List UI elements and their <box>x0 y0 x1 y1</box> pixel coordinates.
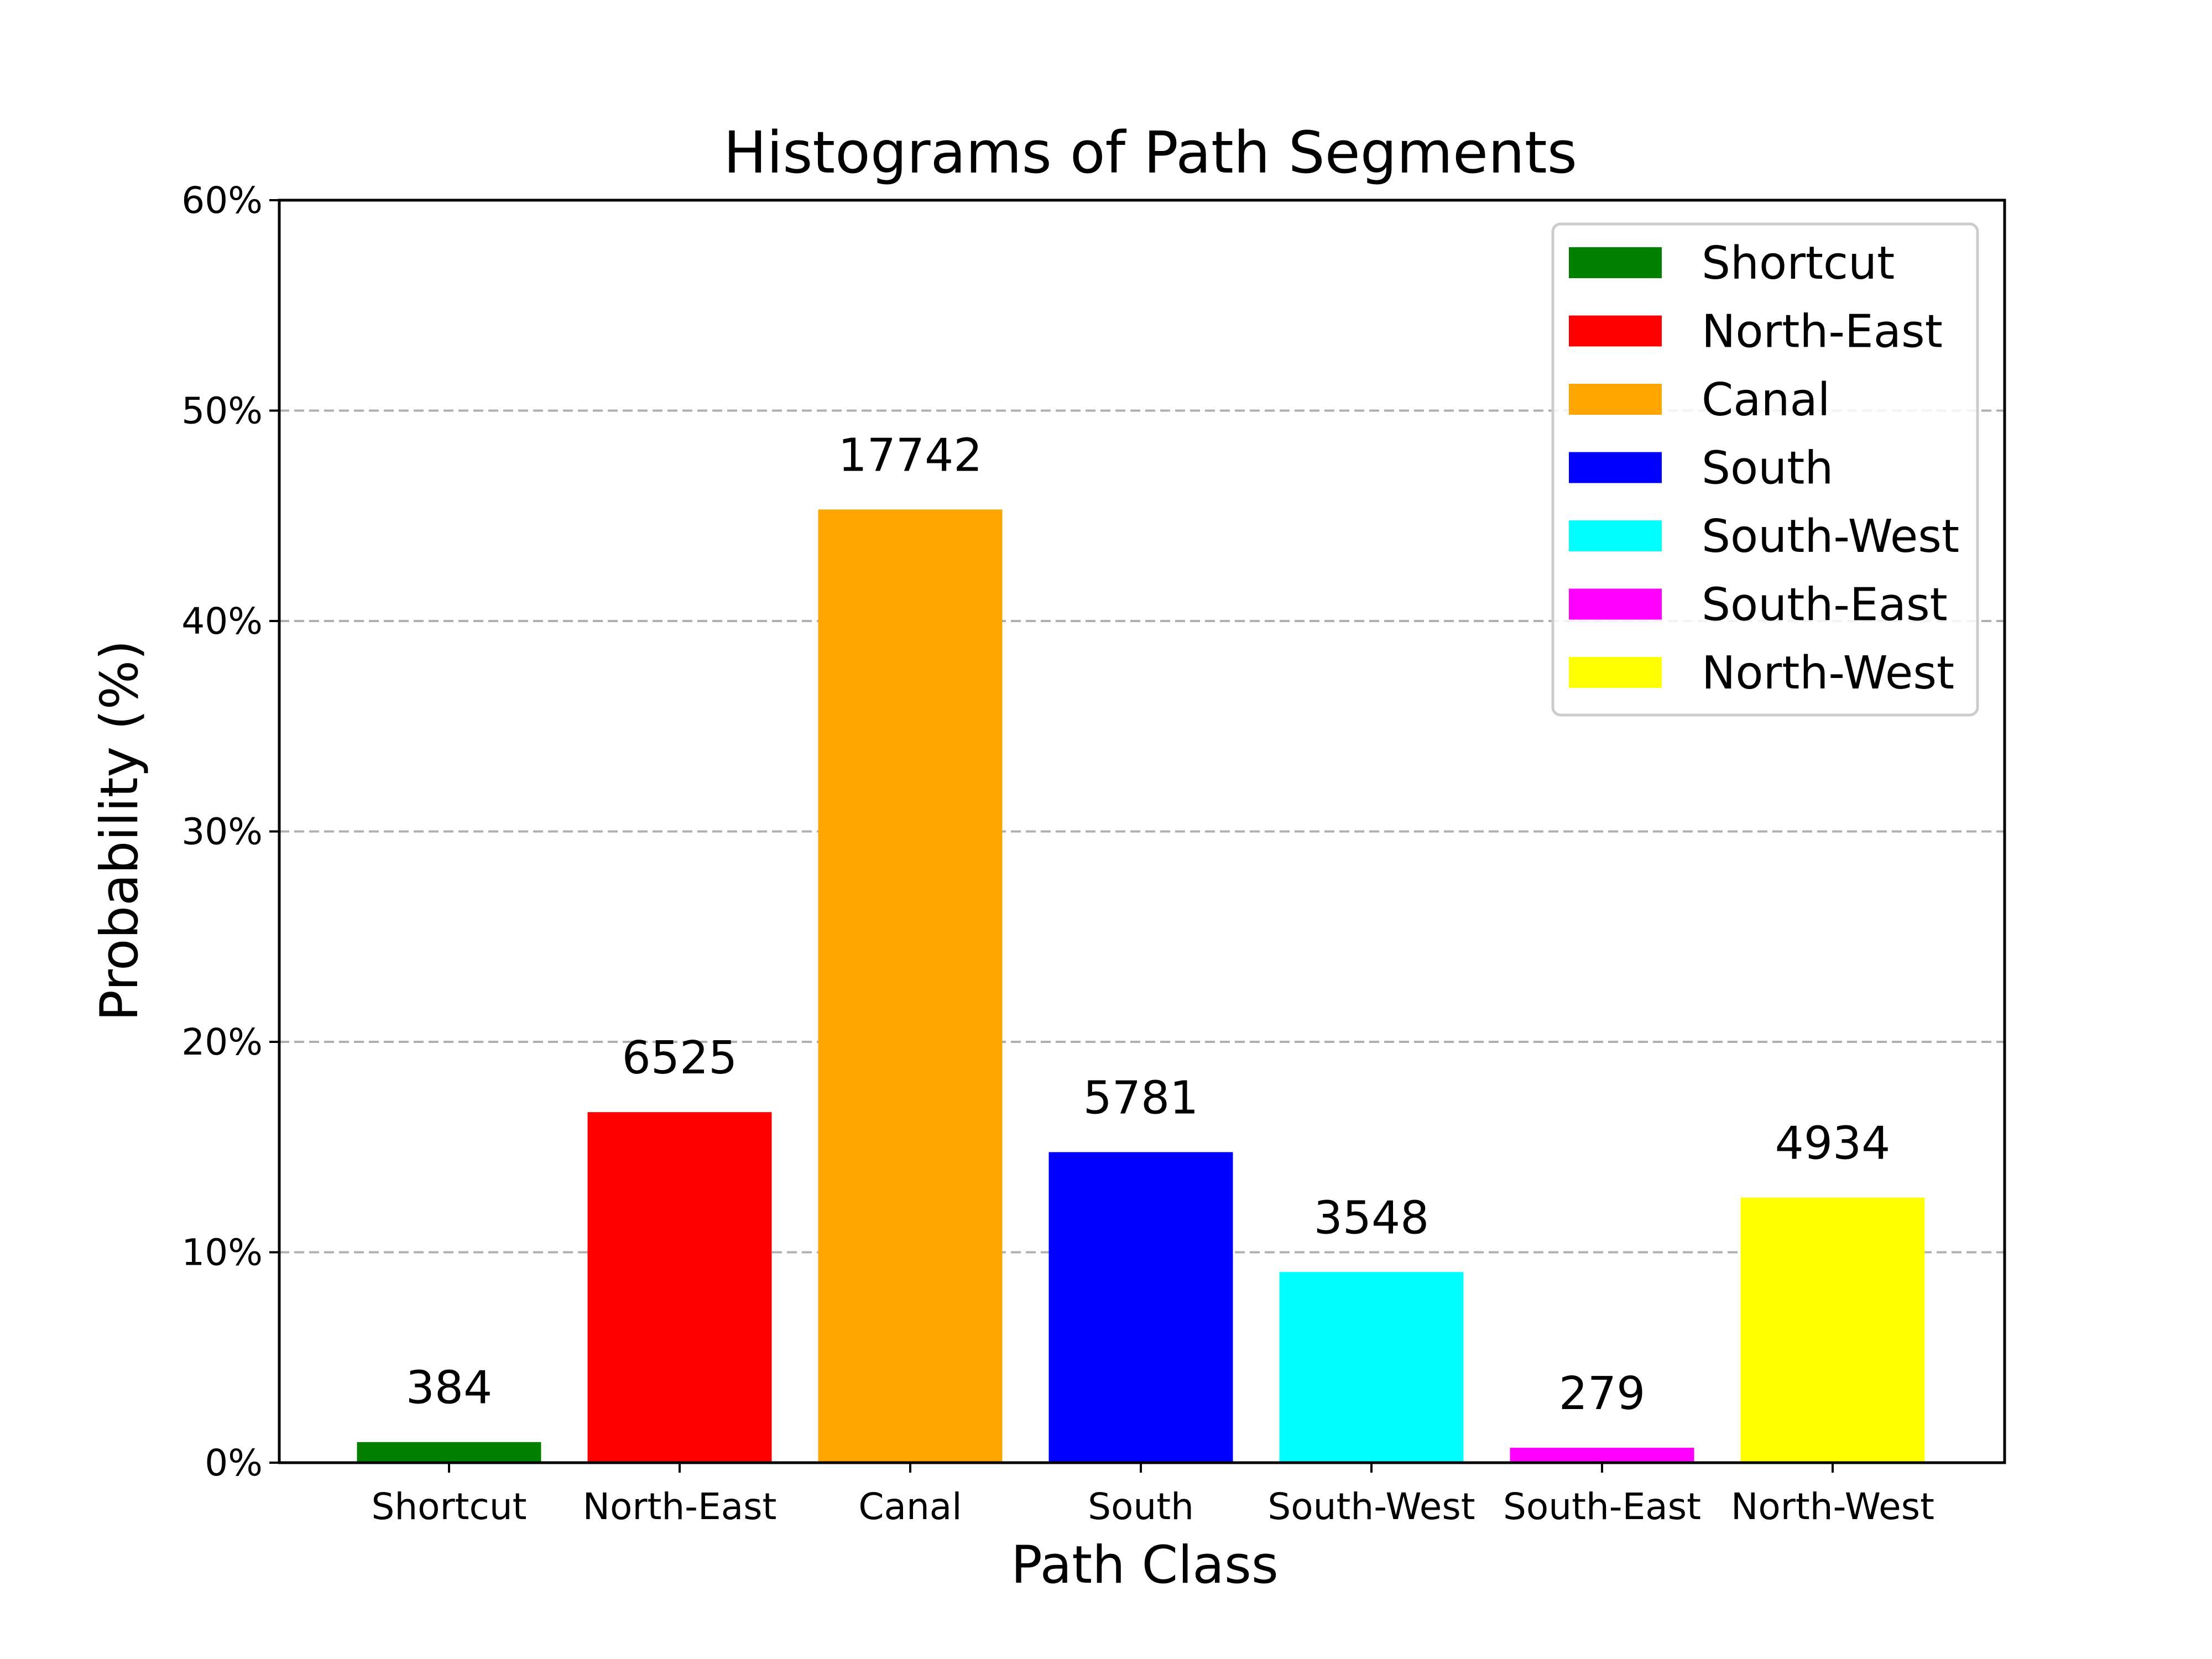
y-axis-title: Probability (%) <box>90 640 150 1021</box>
legend-label: North-West <box>1702 647 1954 700</box>
x-tick-label: North-East <box>583 1485 777 1528</box>
x-axis-ticks: Shortcut North-East Canal South South-West So… <box>371 1463 1934 1528</box>
x-tick-label: Canal <box>858 1485 962 1528</box>
bar-value-labels: 384 6525 17742 5781 3548 279 4934 <box>406 429 1891 1420</box>
legend-swatch <box>1569 452 1662 483</box>
legend-swatch <box>1569 520 1662 551</box>
bars <box>357 509 1925 1463</box>
legend-label: South-West <box>1702 510 1959 563</box>
legend-label: North-East <box>1702 306 1943 358</box>
x-axis-title: Path Class <box>1011 1535 1279 1595</box>
bar-canal <box>818 509 1003 1463</box>
legend-swatch <box>1569 657 1662 688</box>
bar-shortcut <box>357 1442 541 1463</box>
x-tick-label: South-East <box>1503 1485 1701 1528</box>
x-tick-label: North-West <box>1731 1485 1934 1528</box>
bar-count-label: 384 <box>406 1362 493 1415</box>
bar-south-west <box>1279 1272 1464 1463</box>
legend-label: Shortcut <box>1702 237 1895 290</box>
chart-title: Histograms of Path Segments <box>723 119 1577 186</box>
legend-label: South <box>1702 442 1833 495</box>
x-tick-label: Shortcut <box>371 1485 526 1528</box>
y-tick-label: 10% <box>181 1232 263 1274</box>
y-axis-ticks: 0% 10% 20% 30% 40% 50% 60% <box>181 179 279 1484</box>
y-tick-label: 50% <box>181 390 263 432</box>
bar-count-label: 3548 <box>1314 1192 1430 1244</box>
y-tick-label: 40% <box>181 600 263 643</box>
bar-count-label: 17742 <box>838 429 983 482</box>
bar-north-west <box>1740 1197 1925 1463</box>
bar-count-label: 5781 <box>1083 1072 1199 1124</box>
bar-south-east <box>1510 1447 1694 1463</box>
y-tick-label: 30% <box>181 811 263 853</box>
legend-label: South-East <box>1702 579 1948 632</box>
x-tick-label: South-West <box>1267 1485 1475 1528</box>
x-tick-label: South <box>1088 1485 1194 1528</box>
legend-swatch <box>1569 384 1662 415</box>
legend-swatch <box>1569 588 1662 620</box>
legend-label: Canal <box>1702 374 1830 426</box>
legend-swatch <box>1569 315 1662 347</box>
legend-items: Shortcut North-East Canal South South-West So… <box>1569 237 1959 700</box>
bar-count-label: 6525 <box>622 1032 738 1084</box>
bar-north-east <box>587 1112 772 1463</box>
bar-south <box>1048 1152 1233 1463</box>
bar-count-label: 279 <box>1559 1368 1646 1420</box>
y-tick-label: 0% <box>205 1442 263 1484</box>
y-tick-label: 20% <box>181 1021 263 1063</box>
legend-swatch <box>1569 247 1662 278</box>
bar-count-label: 4934 <box>1775 1118 1891 1170</box>
y-tick-label: 60% <box>181 179 263 222</box>
legend: Shortcut North-East Canal South South-West So… <box>1551 222 1979 717</box>
